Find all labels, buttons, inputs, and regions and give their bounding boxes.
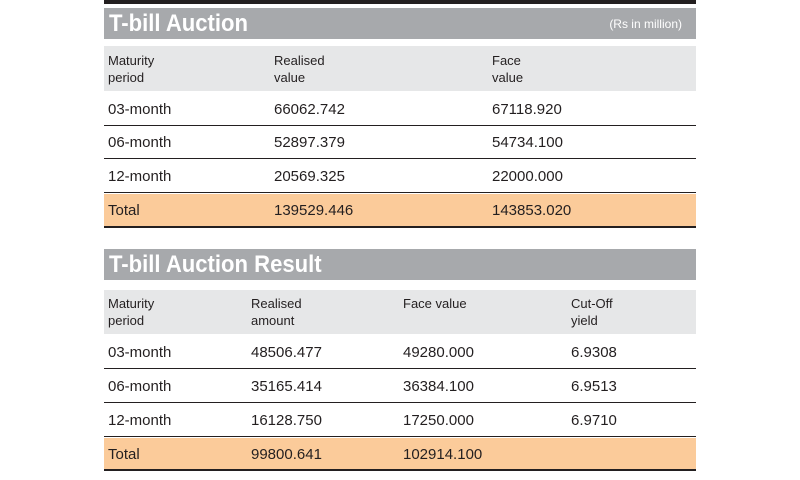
realised-cell: 16128.750 xyxy=(251,412,322,429)
total-label: Total xyxy=(108,446,140,463)
maturity-cell: 06-month xyxy=(108,134,172,151)
result-row: 03-month 48506.477 49280.000 6.9308 xyxy=(104,336,696,369)
auction-header-maturity: Maturity period xyxy=(108,53,155,85)
auction-row: 12-month 20569.325 22000.000 xyxy=(104,160,696,193)
maturity-cell: 03-month xyxy=(108,101,172,118)
face-cell: 67118.920 xyxy=(492,101,562,118)
auction-header-realised: Realised value xyxy=(274,53,325,85)
total-realised: 99800.641 xyxy=(251,446,322,463)
yield-cell: 6.9710 xyxy=(571,412,617,429)
result-row: 06-month 35165.414 36384.100 6.9513 xyxy=(104,370,696,403)
auction-header-row: Maturity period Realised value Face valu… xyxy=(104,46,696,91)
auction-header-face: Face value xyxy=(492,53,524,85)
auction-total-row: Total 139529.446 143853.020 xyxy=(104,194,696,228)
face-cell: 22000.000 xyxy=(492,168,563,185)
auction-row: 03-month 66062.742 67118.920 xyxy=(104,93,696,126)
face-cell: 54734.100 xyxy=(492,134,563,151)
total-face: 102914.100 xyxy=(403,446,483,463)
auction-unit-note: (Rs in million) xyxy=(609,17,682,31)
auction-row: 06-month 52897.379 54734.100 xyxy=(104,126,696,159)
result-header-row: Maturity period Realised amount Face val… xyxy=(104,290,696,334)
face-cell: 49280.000 xyxy=(403,344,474,361)
realised-cell: 52897.379 xyxy=(274,134,345,151)
total-realised: 139529.446 xyxy=(274,202,354,219)
result-header-face: Face value xyxy=(403,296,467,311)
realised-cell: 48506.477 xyxy=(251,344,322,361)
face-cell: 17250.000 xyxy=(403,412,474,429)
result-row: 12-month 16128.750 17250.000 6.9710 xyxy=(104,404,696,437)
result-title: T-bill Auction Result xyxy=(109,251,322,278)
result-header-yield: Cut-Off yield xyxy=(571,296,613,328)
realised-cell: 35165.414 xyxy=(251,378,322,395)
result-title-bar: T-bill Auction Result xyxy=(104,249,696,280)
face-cell: 36384.100 xyxy=(403,378,474,395)
top-rule xyxy=(104,0,696,4)
result-header-maturity: Maturity period xyxy=(108,296,155,328)
maturity-cell: 06-month xyxy=(108,378,172,395)
realised-cell: 20569.325 xyxy=(274,168,345,185)
realised-cell: 66062.742 xyxy=(274,101,345,118)
maturity-cell: 12-month xyxy=(108,168,172,185)
total-label: Total xyxy=(108,202,140,219)
result-total-row: Total 99800.641 102914.100 xyxy=(104,438,696,471)
total-face: 143853.020 xyxy=(492,202,572,219)
maturity-cell: 03-month xyxy=(108,344,172,361)
auction-title-bar: T-bill Auction (Rs in million) xyxy=(104,8,696,39)
yield-cell: 6.9513 xyxy=(571,378,617,395)
yield-cell: 6.9308 xyxy=(571,344,617,361)
auction-title: T-bill Auction xyxy=(109,10,249,37)
maturity-cell: 12-month xyxy=(108,412,172,429)
result-header-realised: Realised amount xyxy=(251,296,302,328)
